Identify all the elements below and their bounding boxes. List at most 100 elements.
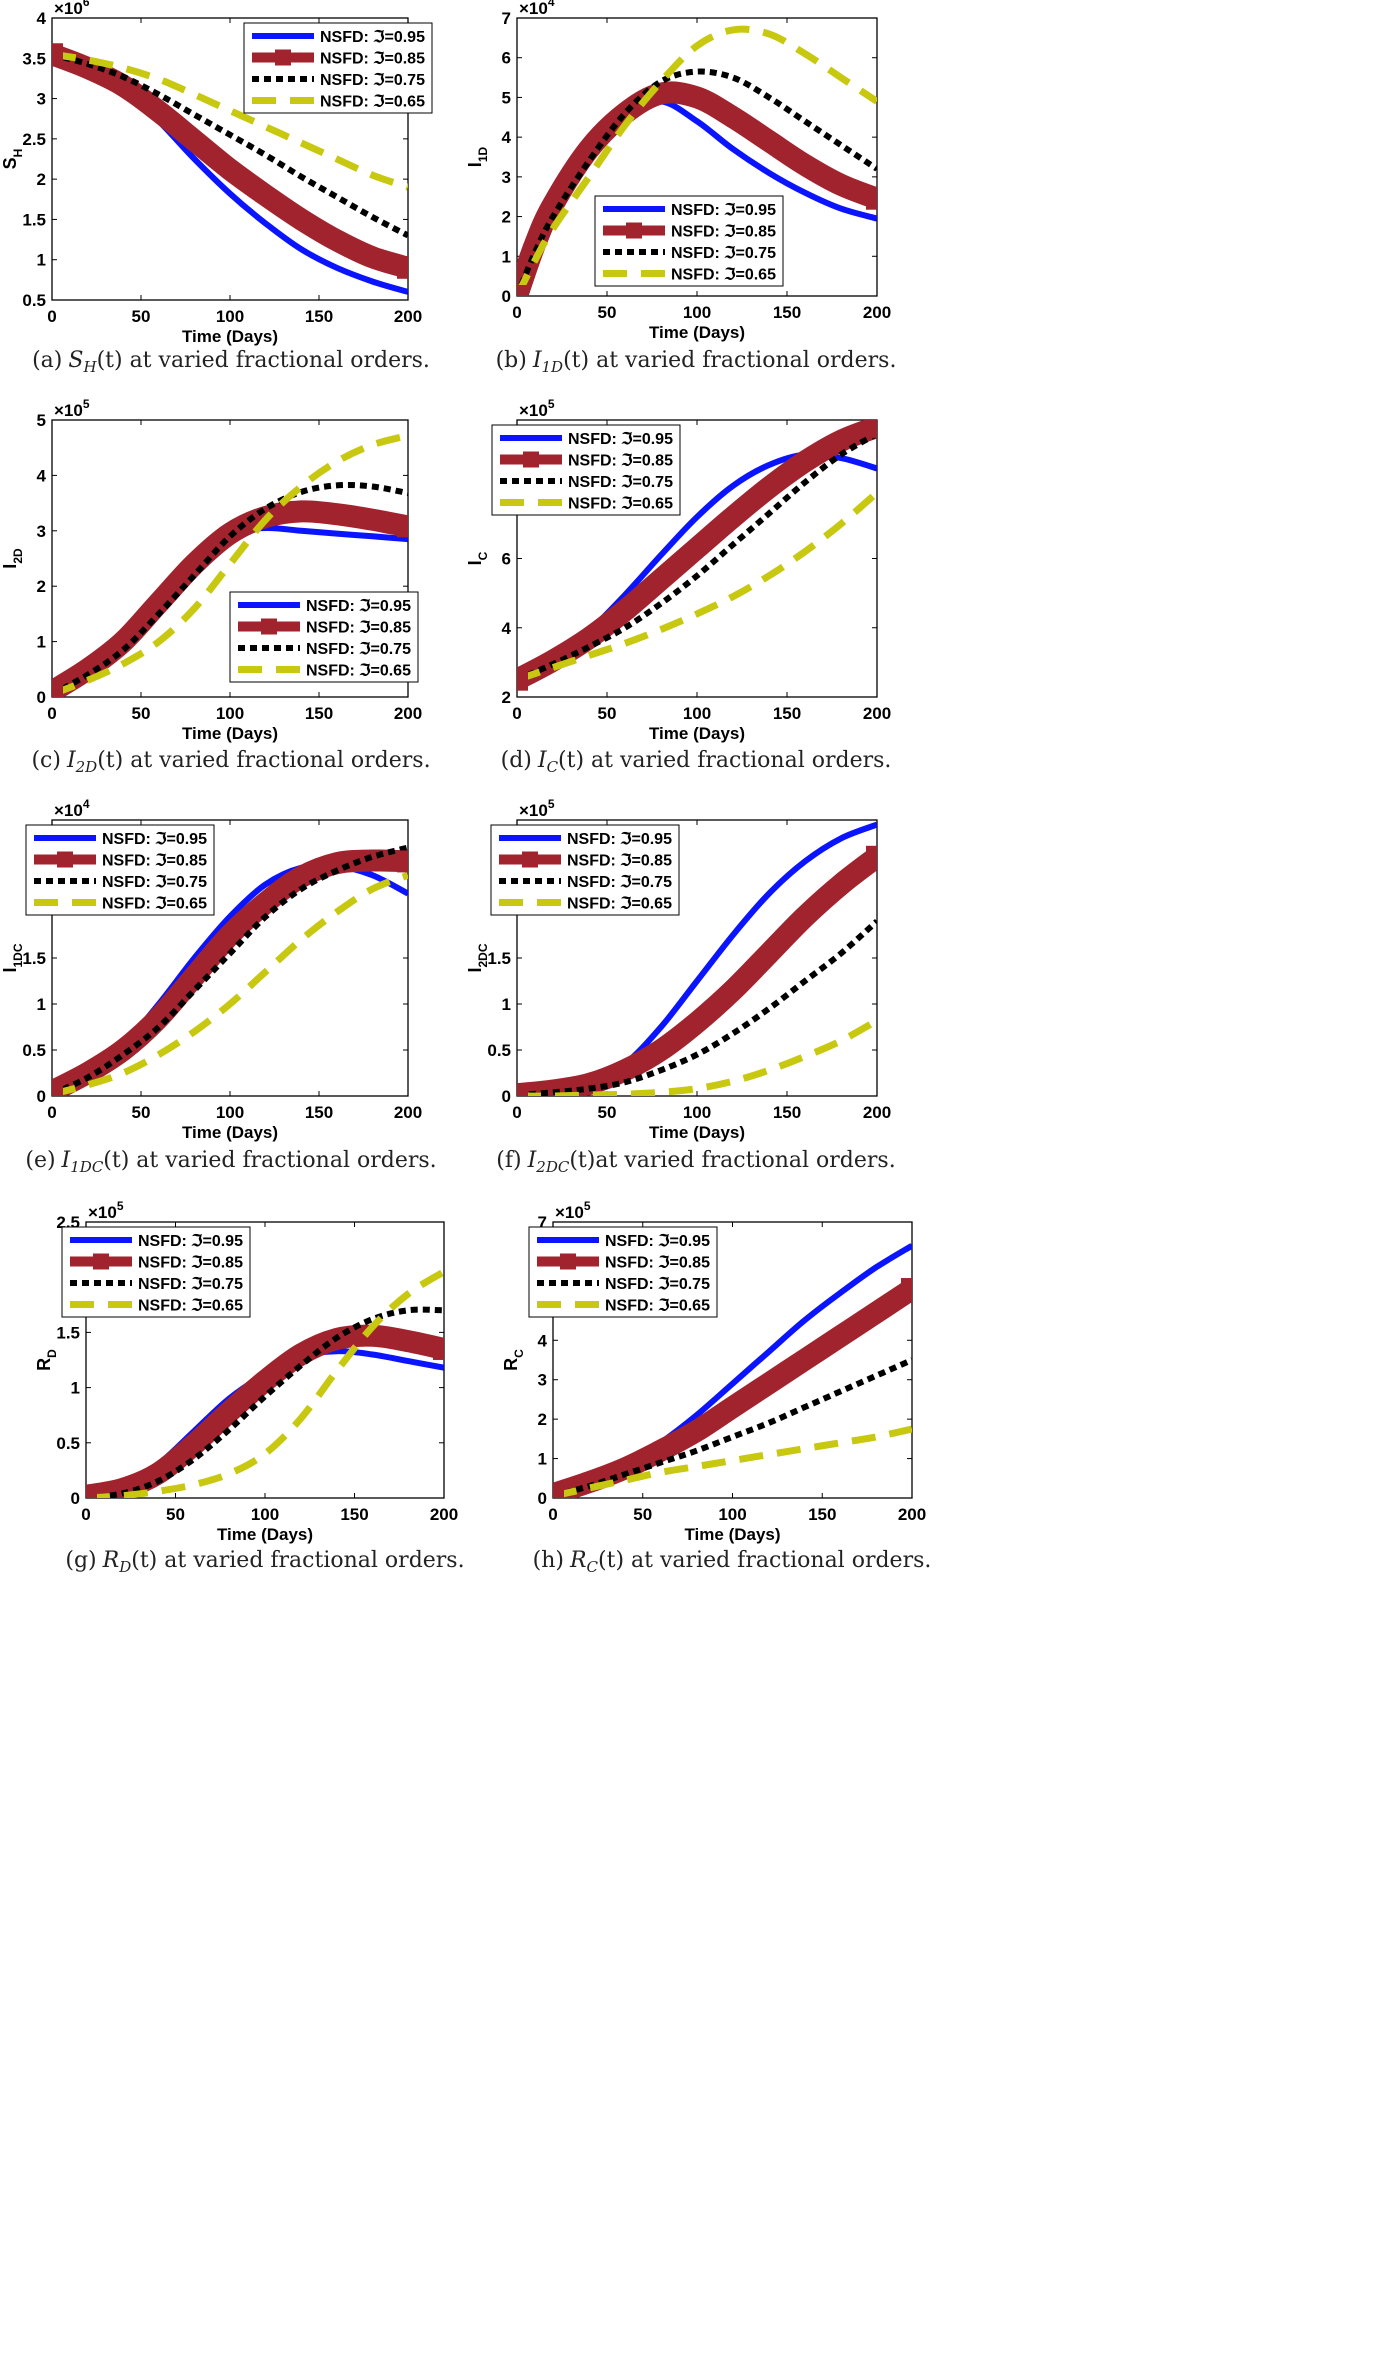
legend-label: NSFD: ℑ=0.65 [605,1298,710,1315]
y-tick-label: 2.5 [22,130,46,149]
caption-sub: H [83,358,97,376]
y-tick-label: 5 [37,411,46,430]
series-marker [901,1278,912,1301]
x-axis-label: Time (Days) [649,323,745,342]
x-axis-label: Time (Days) [684,1525,780,1544]
caption-var: I [61,1148,71,1173]
legend-label: NSFD: ℑ=0.85 [568,453,673,470]
caption-sub: 2D [75,758,98,776]
y-tick-label: 0 [37,688,46,707]
series-line [517,431,877,683]
y-axis-label: RD [34,1349,59,1371]
series-line [86,1324,444,1498]
series-line [553,1357,912,1498]
x-tick-label: 150 [305,704,333,723]
caption-letter: (h) [532,1548,564,1573]
legend: NSFD: ℑ=0.95 NSFD: ℑ=0.85 NSFD: ℑ=0.75 NSFD… [243,22,433,114]
y-tick-label: 1.5 [22,210,46,229]
y-tick-label: 1.5 [22,949,46,968]
legend-label: NSFD: ℑ=0.95 [306,598,411,615]
legend-label: NSFD: ℑ=0.65 [138,1298,243,1315]
legend-marker [57,851,73,868]
y-tick-label: 4 [538,1331,548,1350]
x-tick-label: 100 [683,704,711,723]
caption-letter: (f) [496,1148,522,1173]
y-tick-label: 4 [502,619,512,638]
x-tick-label: 0 [47,1103,56,1122]
legend: NSFD: ℑ=0.95 NSFD: ℑ=0.85 NSFD: ℑ=0.75 NSFD… [490,824,680,916]
x-axis-label: Time (Days) [182,724,278,743]
series-group [517,420,877,691]
legend-label: NSFD: ℑ=0.95 [671,202,776,219]
y-tick-label: 0 [502,1087,511,1106]
chart-h: 0 50 100 150 200 0 1 2 3 4 7 ×105 Time (Days) RC NSFD:… [501,1199,926,1544]
series-line [52,844,408,1096]
caption-sub: D [119,1558,132,1576]
series-line [52,50,408,191]
caption-sub: 1DC [70,1158,104,1176]
legend-marker [261,618,277,635]
x-tick-label: 50 [633,1505,652,1524]
series-marker [517,1083,528,1096]
x-tick-label: 0 [548,1505,557,1524]
x-tick-label: 150 [773,303,801,322]
x-tick-label: 200 [863,1103,891,1122]
y-tick-label: 2 [37,577,46,596]
caption-h: (h) RC(t) at varied fractional orders. [384,1548,1080,1576]
y-tick-label: 2 [538,1410,547,1429]
series-marker [52,1080,63,1096]
x-tick-label: 200 [898,1505,926,1524]
series-line [517,848,877,1096]
axis-exponent: ×104 [519,0,555,18]
legend-label: NSFD: ℑ=0.95 [102,831,207,848]
x-tick-label: 50 [598,303,617,322]
series-marker [397,515,408,538]
x-tick-label: 100 [216,307,244,326]
x-tick-label: 150 [305,1103,333,1122]
x-tick-label: 100 [718,1505,746,1524]
y-tick-label: 6 [502,550,511,569]
y-tick-label: 0 [538,1489,547,1508]
caption-var: I [532,348,542,373]
series-line [553,1279,912,1498]
caption-rest: (t) at varied fractional orders. [97,748,431,773]
y-tick-label: 0 [71,1489,80,1508]
y-tick-label: 3 [37,522,46,541]
y-tick-label: 1 [502,995,511,1014]
y-tick-label: 3 [502,168,511,187]
axis-exponent: ×105 [519,797,555,820]
caption-var: R [102,1548,120,1573]
legend: NSFD: ℑ=0.95 NSFD: ℑ=0.85 NSFD: ℑ=0.75 NSFD… [61,1226,251,1318]
x-tick-label: 100 [216,704,244,723]
series-group [52,844,408,1096]
legend-label: NSFD: ℑ=0.95 [605,1233,710,1250]
x-tick-label: 50 [598,1103,617,1122]
y-tick-label: 4 [502,128,512,147]
legend-label: NSFD: ℑ=0.85 [320,51,425,68]
series-line [52,481,408,697]
caption-sub: 1D [541,358,564,376]
legend-label: NSFD: ℑ=0.75 [568,474,673,491]
legend-marker [523,451,539,468]
series-line [52,51,408,239]
series-marker [517,668,528,691]
series-group [553,1243,912,1498]
x-tick-label: 200 [863,303,891,322]
caption-rest: (t) at varied fractional orders. [103,1148,437,1173]
x-tick-label: 0 [81,1505,90,1524]
y-tick-label: 0.5 [56,1434,80,1453]
series-marker [433,1337,444,1360]
y-tick-label: 6 [502,49,511,68]
x-tick-label: 50 [598,704,617,723]
chart-e: 0 50 100 150 200 0 0.5 1 1.5 ×104 Time (Days) I1DC N… [0,797,422,1142]
series-line [517,490,877,684]
x-tick-label: 0 [47,307,56,326]
x-axis-label: Time (Days) [217,1525,313,1544]
legend-label: NSFD: ℑ=0.95 [568,431,673,448]
caption-letter: (a) [32,348,63,373]
series-group [86,1268,444,1498]
y-tick-label: 0.5 [22,291,46,310]
y-tick-label: 0 [502,287,511,306]
legend-marker [626,222,642,239]
legend-label: NSFD: ℑ=0.65 [320,94,425,111]
